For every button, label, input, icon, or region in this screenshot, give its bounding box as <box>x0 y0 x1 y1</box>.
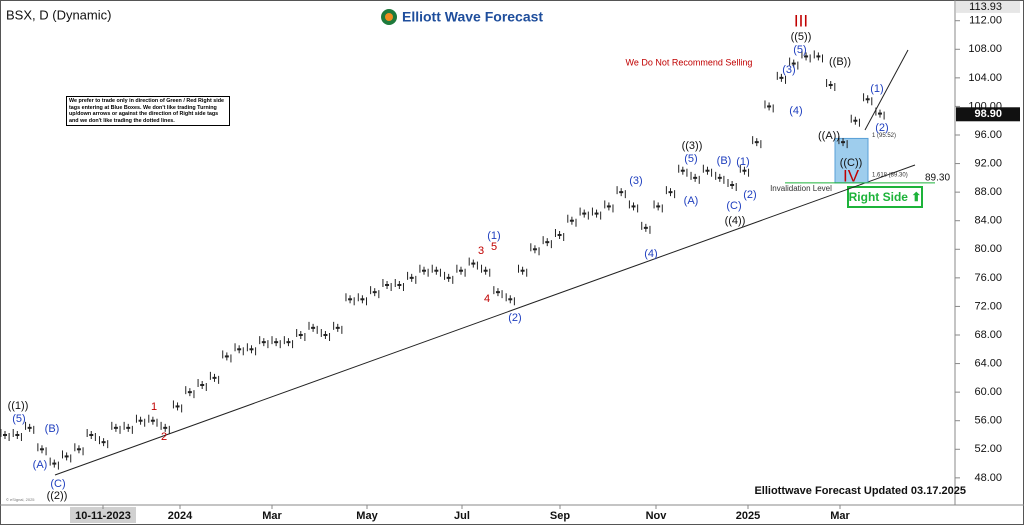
y-tick-label: 88.00 <box>974 186 1002 198</box>
y-tick-label: 108.00 <box>968 43 1002 55</box>
x-tick-label: 10-11-2023 <box>75 510 131 522</box>
wave-label: (1) <box>736 156 749 168</box>
y-tick-label: 68.00 <box>974 329 1002 341</box>
y-tick-label: 104.00 <box>968 72 1002 84</box>
wave-label: (5) <box>793 44 806 56</box>
wave-label: (B) <box>45 423 60 435</box>
footer: Elliottwave Forecast Updated 03.17.2025 <box>754 485 966 497</box>
x-tick-label: Mar <box>262 510 282 522</box>
right-side-box <box>847 186 923 208</box>
box-label: 1 (95.52) <box>872 133 896 139</box>
wave-label: IV <box>843 166 860 185</box>
wave-label: ((5)) <box>791 31 812 43</box>
wave-label: (2) <box>508 312 521 324</box>
wave-label: 5 <box>491 241 497 253</box>
warning: We Do Not Recommend Selling <box>626 57 753 67</box>
y-tick-label: 96.00 <box>974 129 1002 141</box>
last-price-label: 98.90 <box>974 108 1002 120</box>
wave-label: (B) <box>717 155 732 167</box>
wave-label: (C) <box>726 200 741 212</box>
wave-label: 2 <box>161 431 167 443</box>
y-tick-label: 84.00 <box>974 215 1002 227</box>
brand: Elliott Wave Forecast <box>402 9 543 25</box>
y-tick-label: 76.00 <box>974 272 1002 284</box>
last-price-tag <box>956 107 1020 122</box>
invalidation-value: 89.30 <box>925 172 950 183</box>
wave-label: ((3)) <box>682 140 703 152</box>
wave-label: (C) <box>50 478 65 490</box>
y-tick-label: 92.00 <box>974 157 1002 169</box>
y-tick-label: 56.00 <box>974 415 1002 427</box>
x-tick-label: Mar <box>830 510 850 522</box>
y-tick-label: 72.00 <box>974 300 1002 312</box>
top-price-label: 113.93 <box>969 1 1002 13</box>
wave-label: (4) <box>789 105 802 117</box>
trendline-ext <box>864 49 909 131</box>
box-label: 1.618 (89.30) <box>872 172 908 178</box>
x-tick-label: 2024 <box>168 510 193 522</box>
wave-label: ((A)) <box>818 130 840 142</box>
wave-label: ((C)) <box>840 157 863 169</box>
wave-label: 3 <box>478 245 484 257</box>
source: © eSignal, 2025 <box>6 497 35 502</box>
right-side-tag: Right Side ⬆ <box>849 190 922 204</box>
invalidation-label: Invalidation Level <box>770 184 832 193</box>
wave-label: (A) <box>684 195 699 207</box>
wave-label: (A) <box>33 459 48 471</box>
x-tick-label: Jul <box>454 510 470 522</box>
y-tick-label: 64.00 <box>974 357 1002 369</box>
x-tick-label: May <box>356 510 378 522</box>
wave-label: III <box>794 11 808 30</box>
wave-label: (5) <box>12 413 25 425</box>
y-tick-label: 52.00 <box>974 443 1002 455</box>
x-tick-label: Nov <box>646 510 668 522</box>
blue-box <box>834 137 869 184</box>
y-tick-label: 60.00 <box>974 386 1002 398</box>
x-label-highlight <box>70 507 136 523</box>
note: We prefer to trade only in direction of … <box>66 96 230 127</box>
wave-label: ((2)) <box>47 490 68 502</box>
wave-label: 1 <box>151 401 157 413</box>
logo-icon-inner <box>385 13 393 21</box>
wave-label: (2) <box>743 189 756 201</box>
wave-label: 4 <box>484 293 490 305</box>
wave-label: ((B)) <box>829 56 851 68</box>
wave-label: (1) <box>487 230 500 242</box>
wave-label: (3) <box>629 175 642 187</box>
wave-label: (4) <box>644 248 657 260</box>
x-tick-label: 2025 <box>736 510 760 522</box>
wave-label: ((4)) <box>725 215 746 227</box>
wave-label: (5) <box>684 153 697 165</box>
y-tick-label: 112.00 <box>969 15 1002 27</box>
y-tick-label: 80.00 <box>974 243 1002 255</box>
wave-label: (1) <box>870 83 883 95</box>
symbol-title: BSX, D (Dynamic) <box>6 7 111 22</box>
wave-label: (2) <box>875 122 888 134</box>
wave-label: ((1)) <box>8 400 29 412</box>
x-tick-label: Sep <box>550 510 570 522</box>
wave-label: (3) <box>782 64 795 76</box>
top-price-tag <box>956 0 1020 13</box>
trendline <box>54 164 916 476</box>
y-tick-label: 48.00 <box>974 472 1002 484</box>
